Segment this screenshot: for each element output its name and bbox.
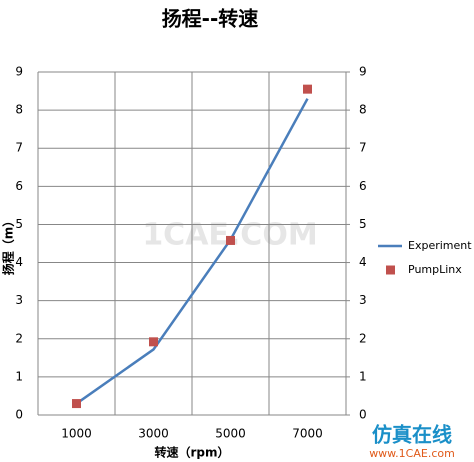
chart-title: 扬程--转速 [162, 7, 259, 31]
marker [72, 399, 81, 409]
y2-tick-label: 7 [359, 141, 367, 155]
y-tick-label: 5 [15, 217, 23, 231]
x-axis-label: 转速（rpm） [154, 445, 229, 460]
legend-label: PumpLinx [408, 263, 462, 276]
watermark: 1CAE.COM [142, 218, 317, 253]
y2-tick-label: 4 [359, 255, 367, 269]
y2-tick-label: 5 [359, 217, 367, 231]
marker [226, 235, 235, 245]
y2-tick-label: 9 [359, 65, 367, 79]
legend-swatch [386, 265, 395, 275]
y-tick-label: 8 [15, 103, 23, 117]
y-tick-label: 1 [15, 369, 23, 383]
y2-tick-label: 1 [359, 369, 367, 383]
y-tick-label: 9 [15, 65, 23, 79]
marker [303, 84, 312, 94]
y-tick-label: 4 [15, 255, 23, 269]
y-tick-label: 2 [15, 331, 23, 345]
watermark: www.1CAE.com [369, 447, 455, 460]
y2-tick-label: 2 [359, 331, 367, 345]
x-tick-label: 1000 [61, 427, 92, 441]
x-tick-label: 5000 [215, 427, 246, 441]
y2-tick-label: 6 [359, 179, 367, 193]
x-tick-label: 3000 [138, 427, 169, 441]
x-tick-label: 7000 [292, 427, 323, 441]
y-tick-label: 0 [15, 408, 23, 422]
marker [149, 337, 158, 347]
y2-tick-label: 0 [359, 408, 367, 422]
watermark: 仿真在线 [372, 423, 452, 447]
y-axis-label: 扬程（m） [1, 215, 16, 276]
line-series [75, 98, 309, 405]
y-tick-label: 3 [15, 293, 23, 307]
y-tick-label: 7 [15, 141, 23, 155]
y-tick-label: 6 [15, 179, 23, 193]
legend-label: Experiment [408, 239, 472, 252]
y2-tick-label: 3 [359, 293, 367, 307]
y2-tick-label: 8 [359, 103, 367, 117]
